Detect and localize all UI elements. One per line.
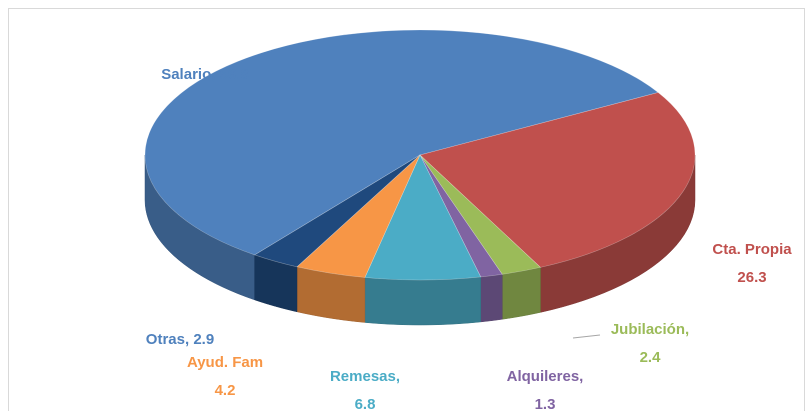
slice-side (364, 276, 481, 326)
data-label: Ayud. Fam 4.2 (187, 349, 263, 405)
data-label: Alquileres 1.3 (507, 363, 584, 411)
data-label: Remesas 6.8 (330, 363, 400, 411)
slice (419, 154, 503, 278)
slice (254, 154, 421, 268)
slice (144, 29, 659, 256)
label-value: 1.3 (534, 396, 556, 411)
leader-line (572, 334, 601, 339)
slice (364, 154, 482, 281)
label-value: 4.2 (214, 382, 236, 399)
slice-side (480, 273, 503, 323)
slice (296, 154, 421, 278)
data-label: Salario56.8 (161, 61, 249, 89)
label-name: Jubilación (611, 321, 689, 338)
slice (419, 154, 542, 275)
label-value: 26.3 (737, 269, 767, 286)
data-label: Otras2.9 (146, 326, 214, 354)
label-value: 2.4 (639, 349, 661, 366)
slice-side (501, 267, 541, 320)
label-value: 56.8 (219, 66, 249, 83)
label-name: Cta. Propia (712, 241, 792, 258)
data-label: Jubilación 2.4 (611, 316, 689, 372)
label-name: Ayud. Fam (186, 354, 264, 371)
data-label: Cta. Propia 26.3 (712, 236, 791, 292)
slice (419, 92, 696, 268)
label-name: Alquileres (507, 368, 584, 385)
label-name: Salario (161, 66, 219, 83)
label-value: 6.8 (354, 396, 376, 411)
label-name: Remesas (330, 368, 400, 385)
label-name: Otras (146, 331, 194, 348)
label-value: 2.9 (193, 331, 215, 348)
